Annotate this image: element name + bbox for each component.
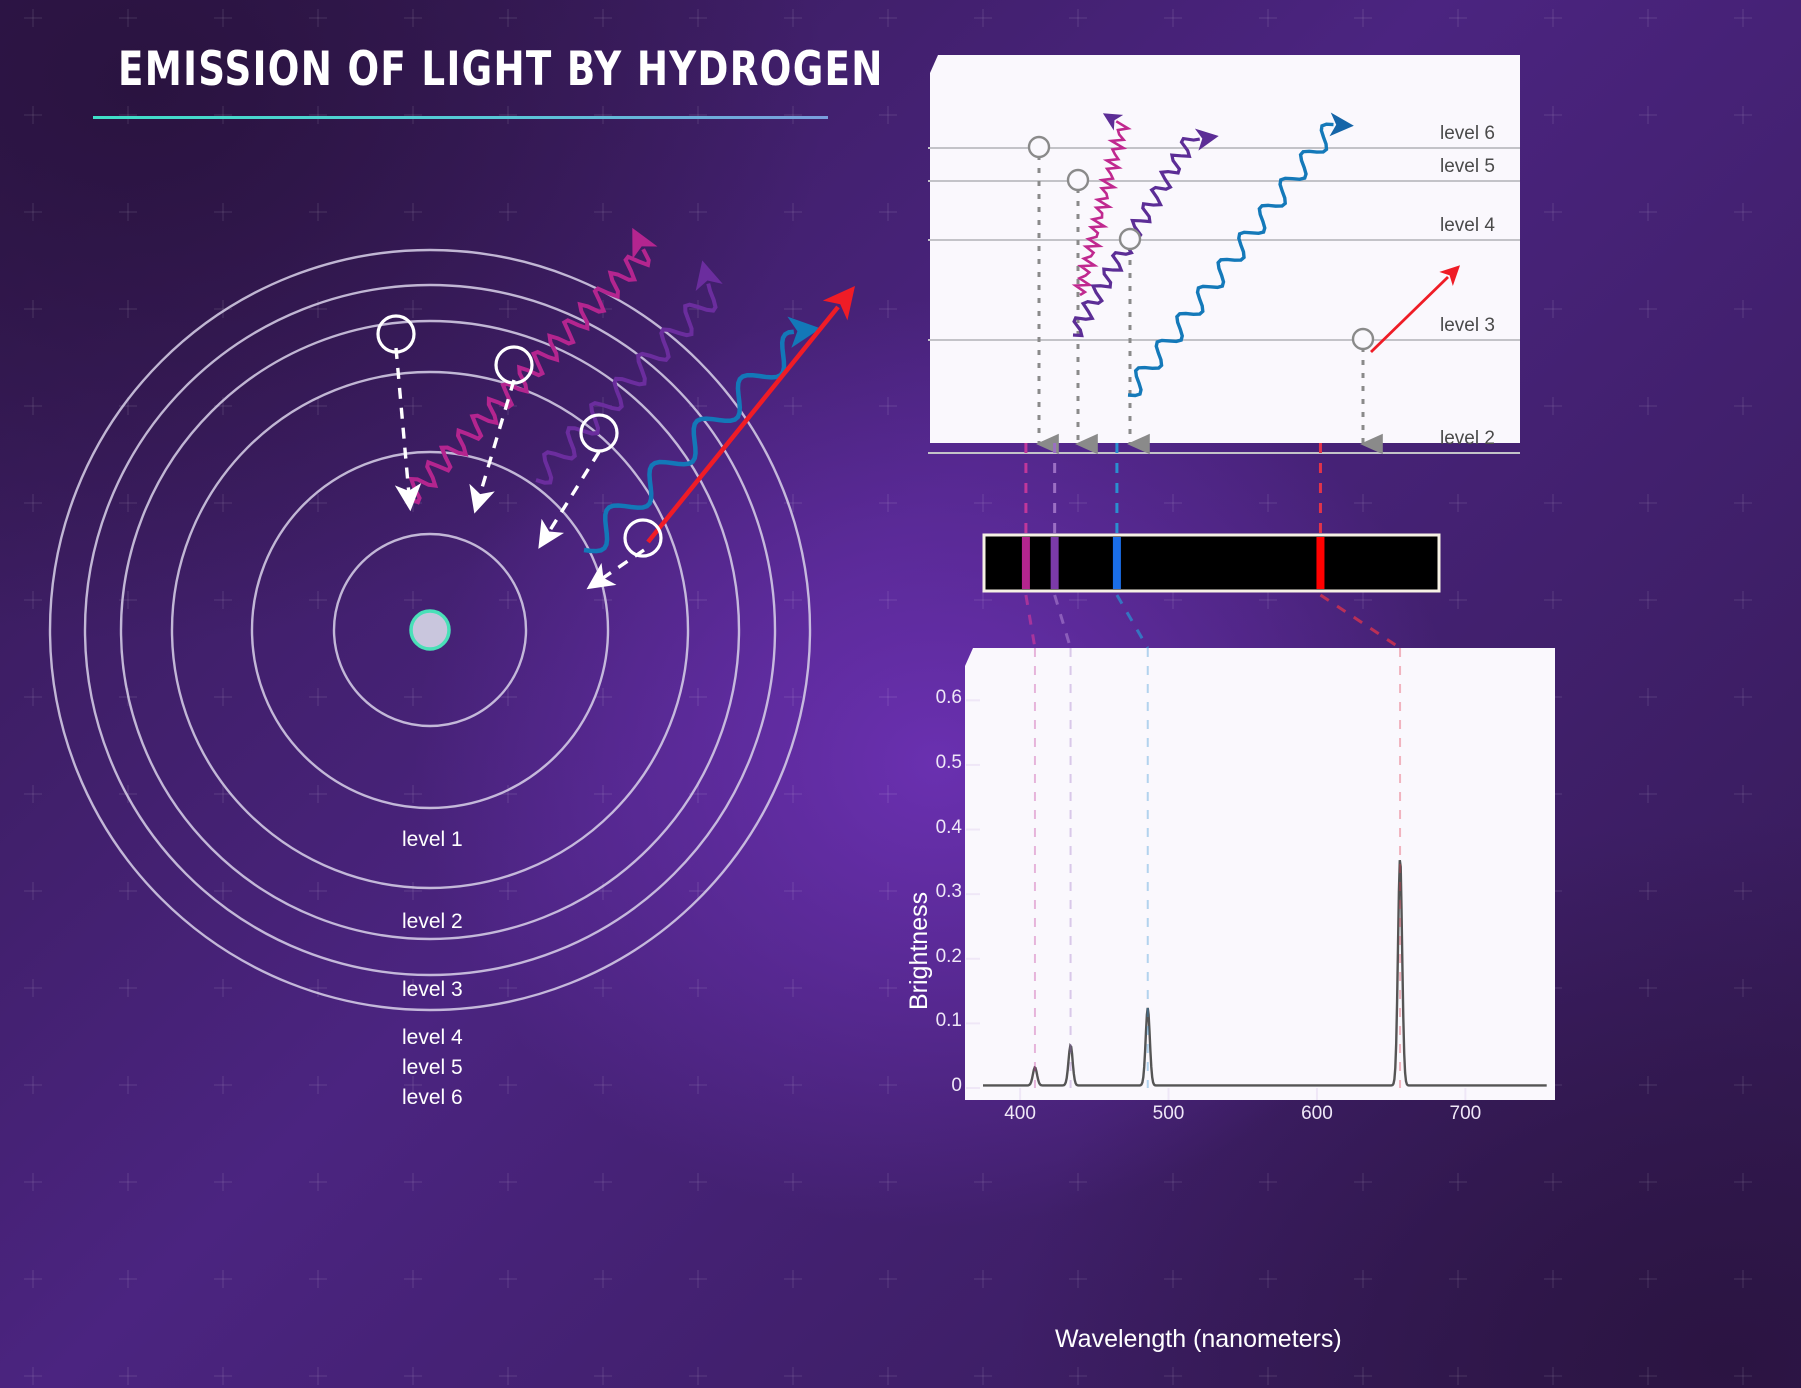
spectrum-line-410 (1021, 537, 1030, 589)
level-transition-arrows (1035, 155, 1383, 455)
orbit-rings (48, 248, 812, 1012)
spectrum-line-434 (1050, 537, 1059, 589)
orbit-label-3: level 3 (402, 978, 463, 1001)
title-underline (93, 116, 828, 119)
orbit-label-1: level 1 (402, 828, 463, 851)
y-tick-3: 0.3 (935, 881, 962, 903)
spectrum-bar-background (982, 533, 1441, 593)
electron-transition-arrows (394, 347, 645, 590)
spectrum-line-656 (1316, 537, 1325, 589)
x-axis-title: Wavelength (nanometers) (1055, 1325, 1342, 1353)
y-tick-6: 0.6 (935, 687, 962, 709)
chart-plot-background (965, 648, 1555, 1100)
energy-level-panel (928, 55, 1520, 455)
y-tick-5: 0.5 (935, 751, 962, 773)
level-diagram-label-4: level 2 (1440, 428, 1495, 449)
level-photon-red (1370, 265, 1461, 354)
orbit-label-2: level 2 (402, 910, 463, 933)
y-tick-0: 0 (951, 1075, 962, 1096)
orbit-label-5: level 5 (402, 1056, 463, 1079)
x-tick-3: 700 (1449, 1103, 1482, 1124)
page-title-block: EMISSION OF LIGHT BY HYDROGEN (93, 42, 988, 119)
x-tick-2: 600 (1301, 1103, 1333, 1124)
page-title: EMISSION OF LIGHT BY HYDROGEN (118, 42, 884, 97)
electron-level-6 (376, 314, 416, 354)
photon-wave-red (646, 286, 855, 544)
connector-bottom-656 (1319, 593, 1401, 650)
y-tick-4: 0.4 (935, 816, 962, 838)
bohr-atom-diagram (48, 227, 855, 1012)
level-diagram-label-3: level 3 (1440, 315, 1495, 336)
connector-bottom-410 (1024, 594, 1037, 649)
spectrum-curve (983, 860, 1547, 1087)
level-photon-blue (1127, 112, 1354, 398)
y-tick-1: 0.1 (935, 1010, 962, 1032)
photon-wave-violet (535, 260, 723, 485)
y-axis-title: Brightness (905, 891, 933, 1010)
level-diagram-label-2: level 4 (1440, 215, 1495, 236)
spectrum-emission-lines (1021, 537, 1325, 589)
spectrum-line-486 (1112, 537, 1121, 589)
level-photon-magenta (1071, 113, 1132, 297)
connector-bottom-434 (1053, 594, 1073, 649)
electron-level-5 (494, 345, 534, 385)
electron-level-3 (623, 518, 663, 558)
level-diagram-label-0: level 6 (1440, 123, 1495, 144)
brightness-spectrum-chart (965, 648, 1555, 1100)
nucleus (409, 609, 451, 651)
x-tick-1: 500 (1152, 1103, 1185, 1124)
x-tick-0: 400 (1004, 1103, 1036, 1124)
y-tick-2: 0.2 (935, 945, 962, 967)
level-electrons (1027, 135, 1375, 351)
electron-markers (376, 314, 663, 558)
emission-spectrum-bar (982, 533, 1441, 593)
photon-wave-blue (583, 316, 821, 554)
orbit-label-6: level 6 (402, 1086, 463, 1109)
orbit-label-4: level 4 (402, 1026, 463, 1049)
photon-wave-magenta (407, 227, 658, 505)
chart-connector-lines (1033, 648, 1402, 1088)
electron-level-4 (579, 413, 619, 453)
level-diagram-label-1: level 5 (1440, 156, 1495, 177)
